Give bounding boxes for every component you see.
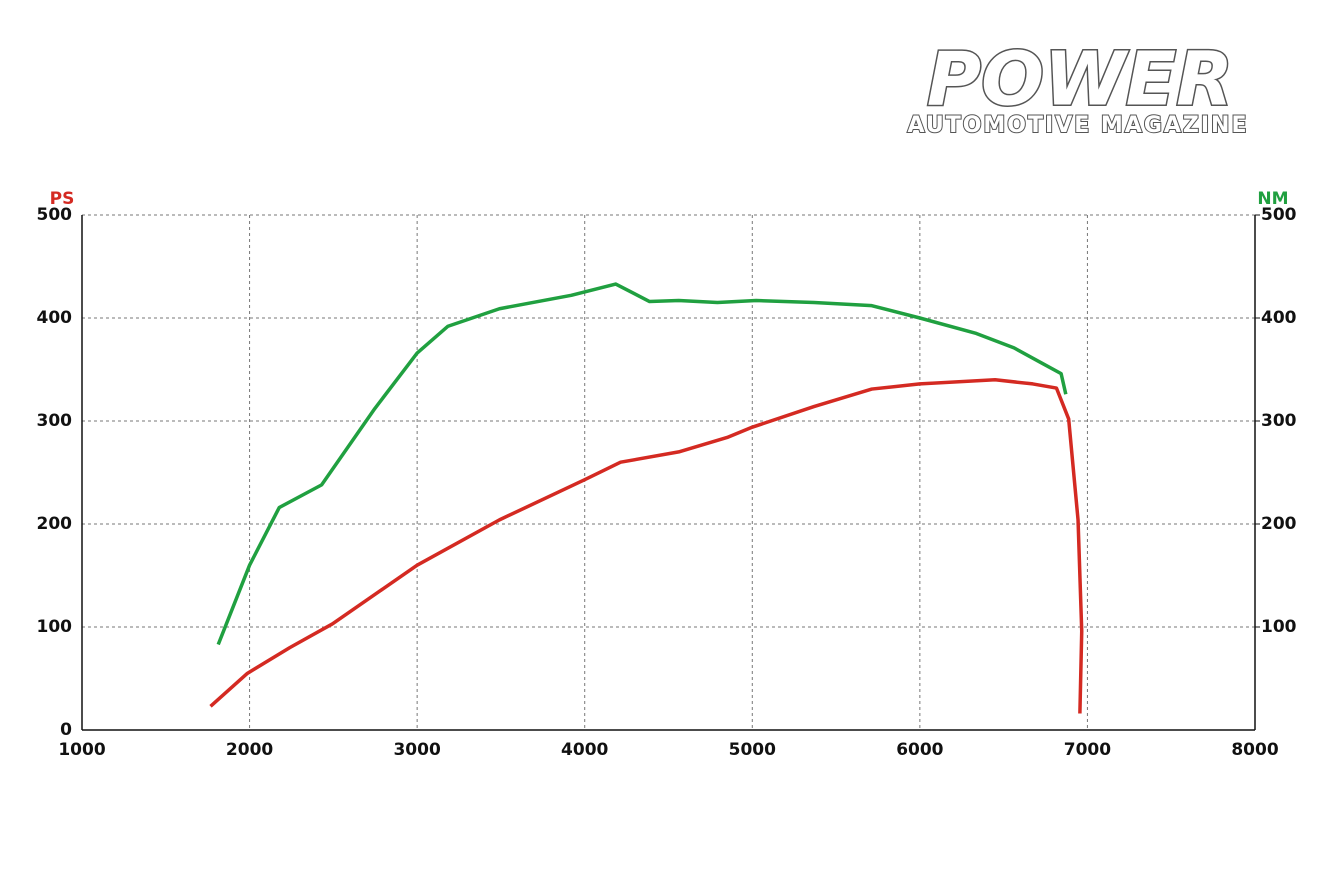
line-series [209,378,1084,714]
x-tick-label: 5000 [729,740,776,760]
y2-tick-label: 200 [1261,514,1297,534]
y-tick-label: 300 [37,411,73,431]
x-tick-label: 2000 [226,740,273,760]
y-axis-label: PS [50,189,75,209]
logo-subtitle: AUTOMOTIVE MAGAZINE [907,113,1248,138]
y2-axis-label: NM [1257,189,1288,209]
y2-tick-label: 100 [1261,617,1297,637]
y-tick-label: 200 [37,514,73,534]
x-tick-label: 7000 [1064,740,1111,760]
y-tick-label: 400 [37,308,73,328]
y-tick-label: 100 [37,617,73,637]
y-tick-label: 500 [37,205,73,225]
y2-tick-label: 400 [1261,308,1297,328]
x-tick-label: 6000 [896,740,943,760]
x-tick-label: 3000 [393,740,440,760]
x-tick-label: 1000 [58,740,105,760]
y2-tick-label: 300 [1261,411,1297,431]
y-tick-label: 0 [60,720,72,740]
line-series [216,282,1068,646]
x-tick-label: 8000 [1231,740,1278,760]
x-tick-label: 4000 [561,740,608,760]
y2-tick-label: 500 [1261,205,1297,225]
logo-title: POWER [927,37,1233,123]
